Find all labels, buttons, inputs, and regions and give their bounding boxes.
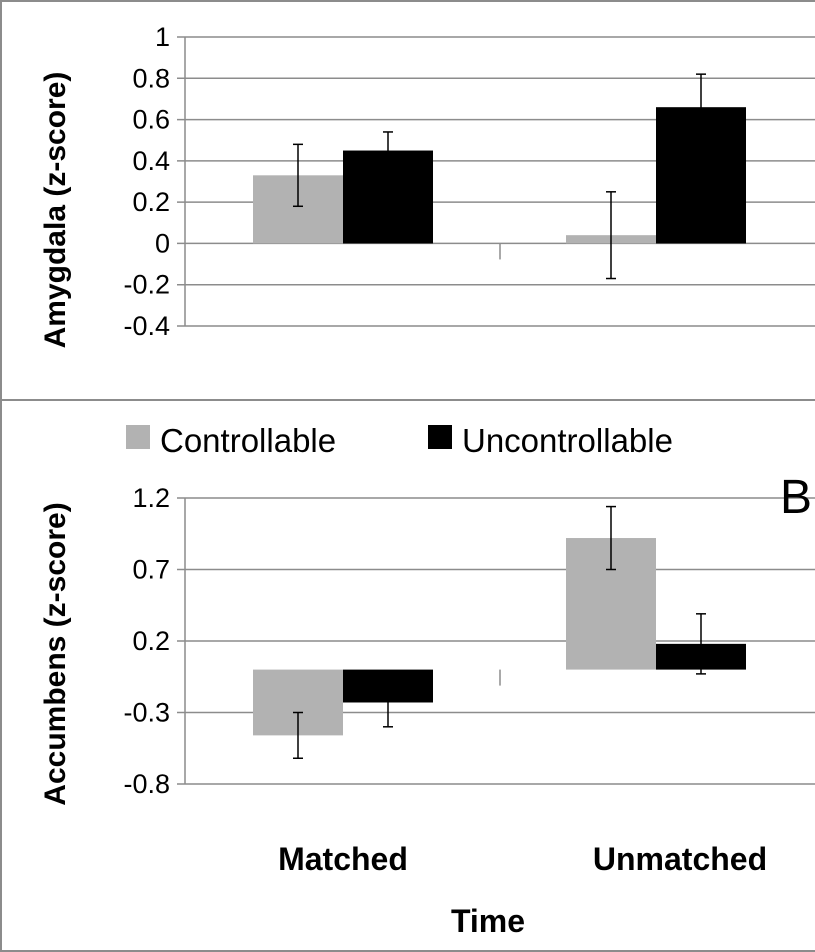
x-axis-title: Time bbox=[451, 903, 525, 939]
legend-label-uncontrollable: Uncontrollable bbox=[462, 422, 673, 459]
amygdala-tick-label: 0.4 bbox=[132, 146, 170, 176]
accumbens-panel: 1.2 0.7 0.2 -0.3 -0.8 Accumbens (z-score) B bbox=[39, 471, 815, 806]
amygdala-tick-label: 1 bbox=[155, 22, 170, 52]
amygdala-tick-label: 0.2 bbox=[132, 187, 170, 217]
legend: Controllable Uncontrollable bbox=[126, 422, 673, 459]
accumbens-y-axis-label: Accumbens (z-score) bbox=[39, 502, 72, 805]
amygdala-tick-label: -0.4 bbox=[123, 311, 170, 341]
amygdala-tick-label: 0 bbox=[155, 228, 170, 258]
amygdala-tick-label: 0.8 bbox=[132, 63, 170, 93]
amygdala-tick-labels: 1 0.8 0.6 0.4 0.2 0 -0.2 -0.4 bbox=[123, 22, 170, 341]
accumbens-tick-label: -0.3 bbox=[123, 698, 170, 728]
accumbens-tick-labels: 1.2 0.7 0.2 -0.3 -0.8 bbox=[123, 483, 170, 799]
legend-label-controllable: Controllable bbox=[160, 422, 336, 459]
legend-swatch-controllable bbox=[126, 425, 150, 449]
amygdala-error-bars bbox=[293, 73, 706, 280]
accumbens-tick-label: -0.8 bbox=[123, 769, 170, 799]
accumbens-tick-label: 0.7 bbox=[132, 555, 170, 585]
legend-swatch-uncontrollable bbox=[428, 425, 452, 449]
accumbens-error-bars bbox=[293, 505, 706, 760]
amygdala-tick-label: -0.2 bbox=[123, 270, 170, 300]
accumbens-bars bbox=[253, 538, 746, 736]
amygdala-panel: 1 0.8 0.6 0.4 0.2 0 -0.2 -0.4 Amygdala (z-score… bbox=[39, 22, 815, 348]
accumbens-tick-label: 0.2 bbox=[132, 626, 170, 656]
category-label-matched: Matched bbox=[278, 841, 408, 877]
category-label-unmatched: Unmatched bbox=[593, 841, 767, 877]
accumbens-gridlines bbox=[177, 497, 815, 785]
accumbens-tick-label: 1.2 bbox=[132, 483, 170, 513]
panel-letter-b: B bbox=[780, 471, 812, 524]
amygdala-tick-label: 0.6 bbox=[132, 105, 170, 135]
amygdala-bars bbox=[253, 107, 746, 244]
amygdala-y-axis-label: Amygdala (z-score) bbox=[39, 72, 72, 349]
